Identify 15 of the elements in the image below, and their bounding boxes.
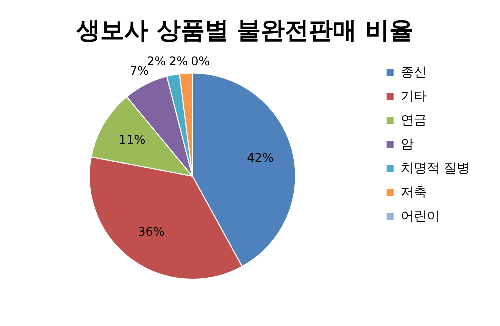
text: 0%: [191, 54, 210, 68]
legend-label: 연금: [400, 113, 427, 128]
data-label: 36%: [138, 225, 165, 240]
chart-title: 생보사 상품별 불완전판매 비율: [75, 16, 414, 45]
data-label: 7%: [130, 64, 150, 78]
data-label: 2%: [147, 54, 166, 68]
legend-label: 기타: [400, 89, 427, 104]
legend-label: 어린이: [400, 209, 440, 224]
legend-label: 치명적 질병: [400, 161, 470, 176]
legend-label: 저축: [400, 185, 427, 200]
data-label: 11%: [119, 132, 146, 147]
data-label: 42%: [247, 151, 274, 166]
legend-label: 종신: [400, 65, 427, 80]
data-label: 2%: [169, 54, 188, 68]
legend-label: 암: [400, 137, 414, 152]
